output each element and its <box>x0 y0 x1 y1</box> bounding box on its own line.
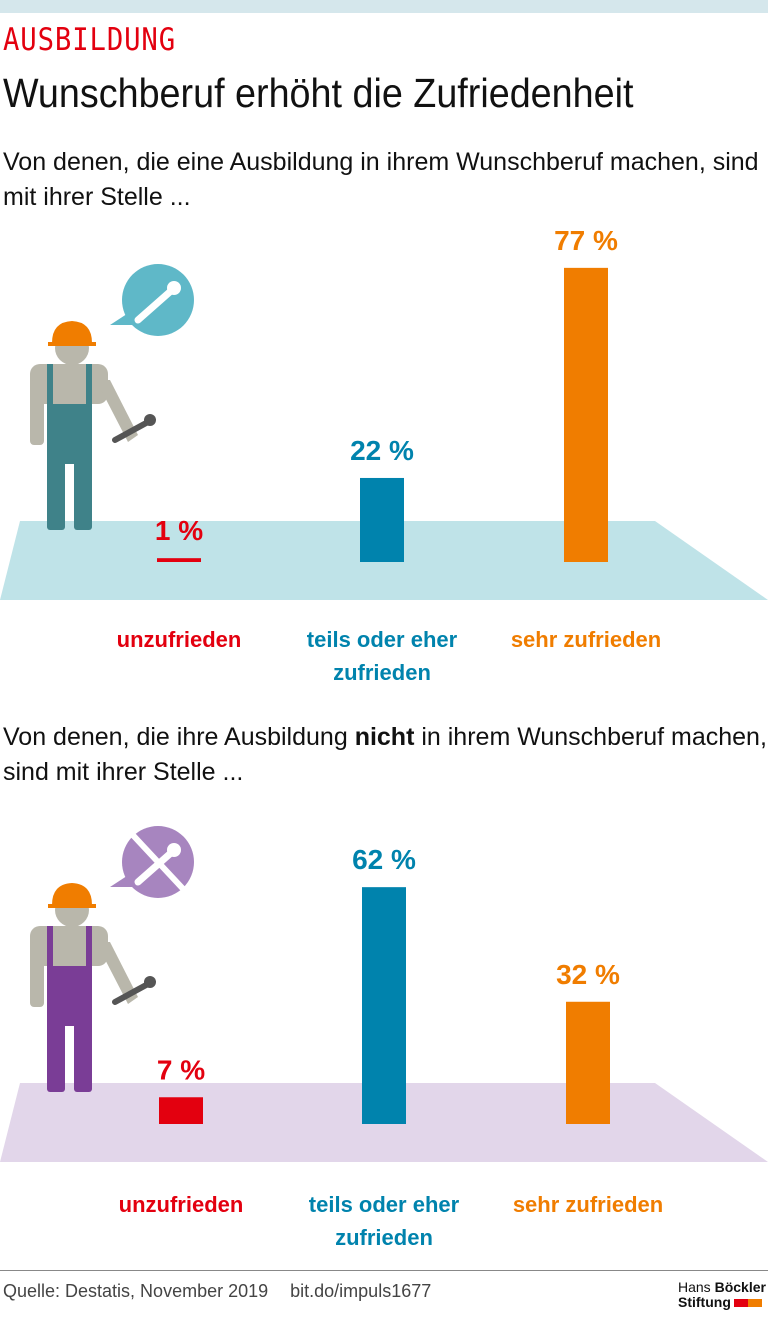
wrench-icon-head <box>144 414 156 426</box>
speech-bubble-tail <box>110 874 140 887</box>
bar-0 <box>159 1097 203 1124</box>
bar-2 <box>566 1001 610 1124</box>
bar-1 <box>362 887 406 1124</box>
source-text: Quelle: Destatis, November 2019 <box>3 1281 269 1301</box>
category-label: unzufrieden <box>119 1192 244 1217</box>
chart1-subtitle: Von denen, die eine Ausbildung in ihrem … <box>3 148 759 211</box>
source-link[interactable]: bit.do/impuls1677 <box>290 1281 432 1301</box>
chart2-subtitle: Von denen, die ihre Ausbildung nicht in … <box>3 720 768 790</box>
category-label: zufrieden <box>335 1225 433 1250</box>
category-label: unzufrieden <box>117 627 242 652</box>
worker-right-arm <box>96 942 138 1004</box>
logo-text-b: Böckler <box>714 1279 766 1295</box>
page-title: Wunschberuf erhöht die Zufriedenheit <box>3 70 634 116</box>
subtitle-pre: Von denen, die ihre Ausbildung <box>3 723 355 751</box>
bar-1 <box>360 477 404 562</box>
logo-text-a: Hans <box>678 1279 715 1295</box>
worker-chest <box>53 364 86 404</box>
wrench-head <box>167 281 181 295</box>
bar-2 <box>564 267 608 562</box>
strap-left <box>47 926 53 966</box>
category-label: sehr zufrieden <box>513 1192 663 1217</box>
value-label: 7 % <box>157 1054 205 1085</box>
value-label: 77 % <box>554 225 618 256</box>
worker-right-leg <box>74 450 92 530</box>
worker-crossed-wrench-icon <box>30 826 194 1092</box>
value-label: 1 % <box>155 515 203 546</box>
category-label: teils oder eher <box>309 1192 460 1217</box>
worker-chest <box>53 926 86 966</box>
wrench-in-bubble <box>134 286 176 324</box>
value-label: 62 % <box>352 844 416 875</box>
strike-line <box>127 829 189 895</box>
worker-left-arm <box>30 380 44 445</box>
footer-divider <box>0 1270 768 1271</box>
logo-bars-icon <box>733 1299 762 1308</box>
helmet-brim <box>48 904 96 908</box>
hans-boeckler-logo: Hans Böckler Stiftung <box>678 1280 766 1310</box>
worker-right-leg <box>74 1012 92 1092</box>
wrench-in-bubble <box>134 848 176 886</box>
source: Quelle: Destatis, November 2019 bit.do/im… <box>3 1281 453 1302</box>
worker-right-arm <box>96 380 138 442</box>
category-label: zufrieden <box>333 660 431 685</box>
category-label: sehr zufrieden <box>511 627 661 652</box>
kicker: AUSBILDUNG <box>3 22 177 58</box>
wrench-icon-head <box>144 976 156 988</box>
value-label: 32 % <box>556 959 620 990</box>
strap-left <box>47 364 53 404</box>
logo-text-c: Stiftung <box>678 1294 731 1310</box>
worker-left-arm <box>30 942 44 1007</box>
subtitle-post: in ihrem Wunschberuf machen, sind mit ih… <box>3 723 767 786</box>
worker-left-leg <box>47 1012 65 1092</box>
strap-right <box>86 364 92 404</box>
wrench-icon <box>112 419 151 443</box>
value-label: 22 % <box>350 435 414 466</box>
worker-wrench-icon <box>30 264 194 530</box>
wrench-head <box>167 843 181 857</box>
chart-satisfied-wish-job: 1 % unzufrieden 22 % teils oder eher zufried… <box>0 225 768 685</box>
helmet-icon <box>52 883 92 905</box>
bar-0 <box>157 558 201 562</box>
speech-bubble-tail <box>110 312 140 325</box>
helmet-brim <box>48 342 96 346</box>
chart-not-wish-job: 7 % unzufrieden 62 % teils oder eher zufried… <box>0 826 768 1250</box>
helmet-icon <box>52 321 92 343</box>
strap-right <box>86 926 92 966</box>
category-label: teils oder eher <box>307 627 458 652</box>
top-bar <box>0 0 768 13</box>
wrench-icon <box>112 981 151 1005</box>
subtitle-bold: nicht <box>354 723 415 751</box>
worker-left-leg <box>47 450 65 530</box>
